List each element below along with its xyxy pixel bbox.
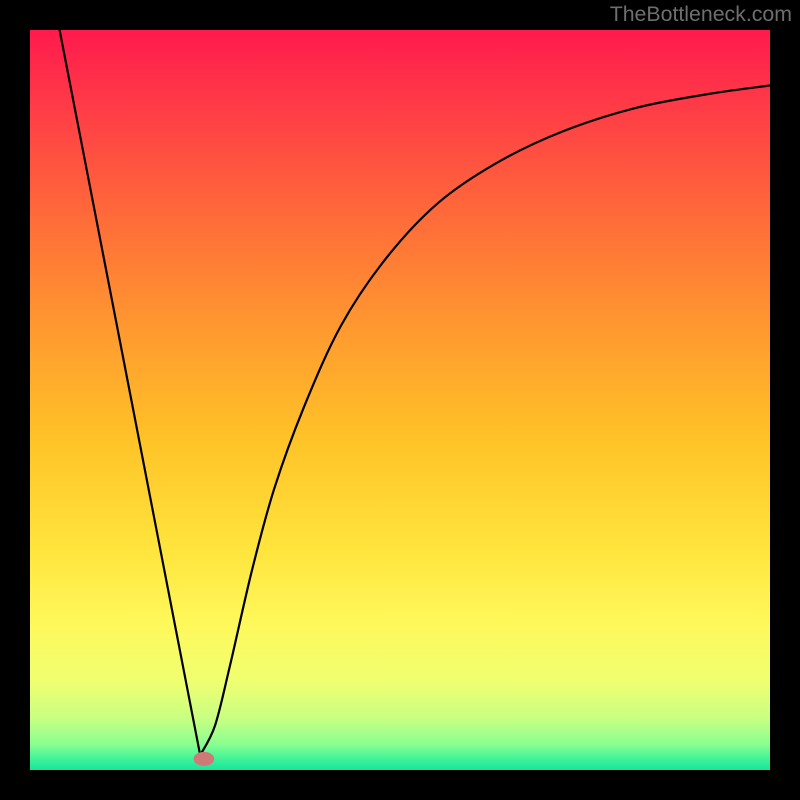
chart-frame: TheBottleneck.com <box>0 0 800 800</box>
watermark-text: TheBottleneck.com <box>610 2 792 27</box>
gradient-background <box>30 30 770 770</box>
optimal-point-marker <box>194 752 215 766</box>
bottleneck-curve-chart <box>30 30 770 770</box>
plot-area <box>30 30 770 770</box>
